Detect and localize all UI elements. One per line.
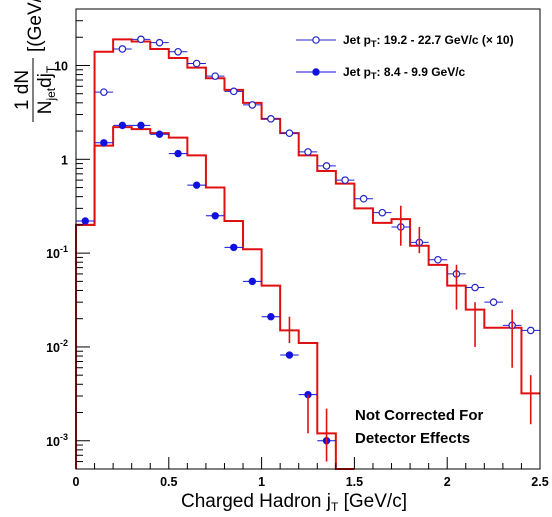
data-point (359, 194, 368, 203)
y-tick-label: 1 (61, 153, 68, 167)
y-axis-title: 1 dN NjetdjT [(GeV/c)-1] (12, 0, 58, 122)
y-axis-title-numerator: 1 dN (12, 70, 33, 110)
data-point (341, 176, 349, 184)
data-point (248, 277, 257, 286)
data-point (155, 130, 164, 138)
data-point (526, 326, 535, 335)
data-point (434, 255, 442, 264)
x-tick-label: 2.5 (531, 475, 548, 489)
x-tick-label: 2 (444, 475, 451, 489)
legend-label-series-2: Jet pT: 8.4 - 9.9 GeV/c (343, 65, 466, 81)
data-point (118, 121, 127, 130)
data-point (230, 243, 238, 252)
annotation-line-1: Not Corrected For (355, 407, 484, 424)
data-point (174, 47, 182, 56)
data-point (192, 181, 201, 189)
data-point (137, 121, 145, 130)
y-axis-title-denominator: NjetdjT (35, 65, 58, 114)
y-axis-title-unit: [(GeV/c)-1] (22, 0, 46, 52)
y-tick-label: 10-1 (46, 244, 68, 261)
data-point (192, 59, 201, 68)
x-tick-label: 1.5 (346, 475, 363, 489)
x-axis-title: Charged Hadron jT [GeV/c] (181, 491, 407, 514)
annotation-line-2: Detector Effects (355, 430, 470, 447)
legend-marker-filled-circle (312, 68, 320, 76)
data-point (211, 212, 219, 220)
y-tick-label: 10-2 (46, 338, 68, 355)
data-point (248, 101, 257, 109)
data-point (155, 38, 164, 47)
data-point (229, 87, 238, 96)
y-tick-label: 10-3 (46, 432, 68, 449)
data-point (471, 283, 479, 292)
data-point (304, 148, 312, 156)
x-tick-label: 0.5 (160, 475, 177, 489)
plot-frame (75, 8, 541, 470)
data-point (489, 298, 498, 306)
axis-ticks (75, 8, 541, 470)
data-point (285, 129, 294, 137)
y-tick-label: 10 (54, 59, 68, 73)
data-point (211, 72, 220, 80)
data-point (174, 149, 182, 158)
legend-entry-series-1: Jet pT: 19.2 - 22.7 GeV/c (× 10) (296, 33, 514, 49)
x-tick-label: 0 (73, 475, 80, 489)
data-point (267, 313, 275, 321)
legend-marker-open-circle (312, 36, 320, 44)
tick-labels: 0 0.5 1 1.5 2 2.5 10 1 10-1 10-2 10-3 (46, 59, 549, 489)
data-point (137, 35, 145, 44)
data-point (285, 351, 294, 359)
data-point (81, 217, 89, 225)
data-point (378, 208, 387, 217)
x-tick-label: 1 (258, 475, 265, 489)
legend: Jet pT: 19.2 - 22.7 GeV/c (× 10) Jet pT:… (296, 33, 514, 81)
plot-content (75, 35, 540, 470)
legend-entry-series-2: Jet pT: 8.4 - 9.9 GeV/c (296, 65, 466, 81)
histogram-line-series-2 (75, 126, 355, 470)
data-point (322, 162, 331, 170)
data-point (118, 45, 127, 53)
legend-label-series-1: Jet pT: 19.2 - 22.7 GeV/c (× 10) (343, 33, 514, 49)
data-point (100, 139, 108, 147)
data-point (267, 115, 275, 123)
data-point (100, 88, 108, 96)
